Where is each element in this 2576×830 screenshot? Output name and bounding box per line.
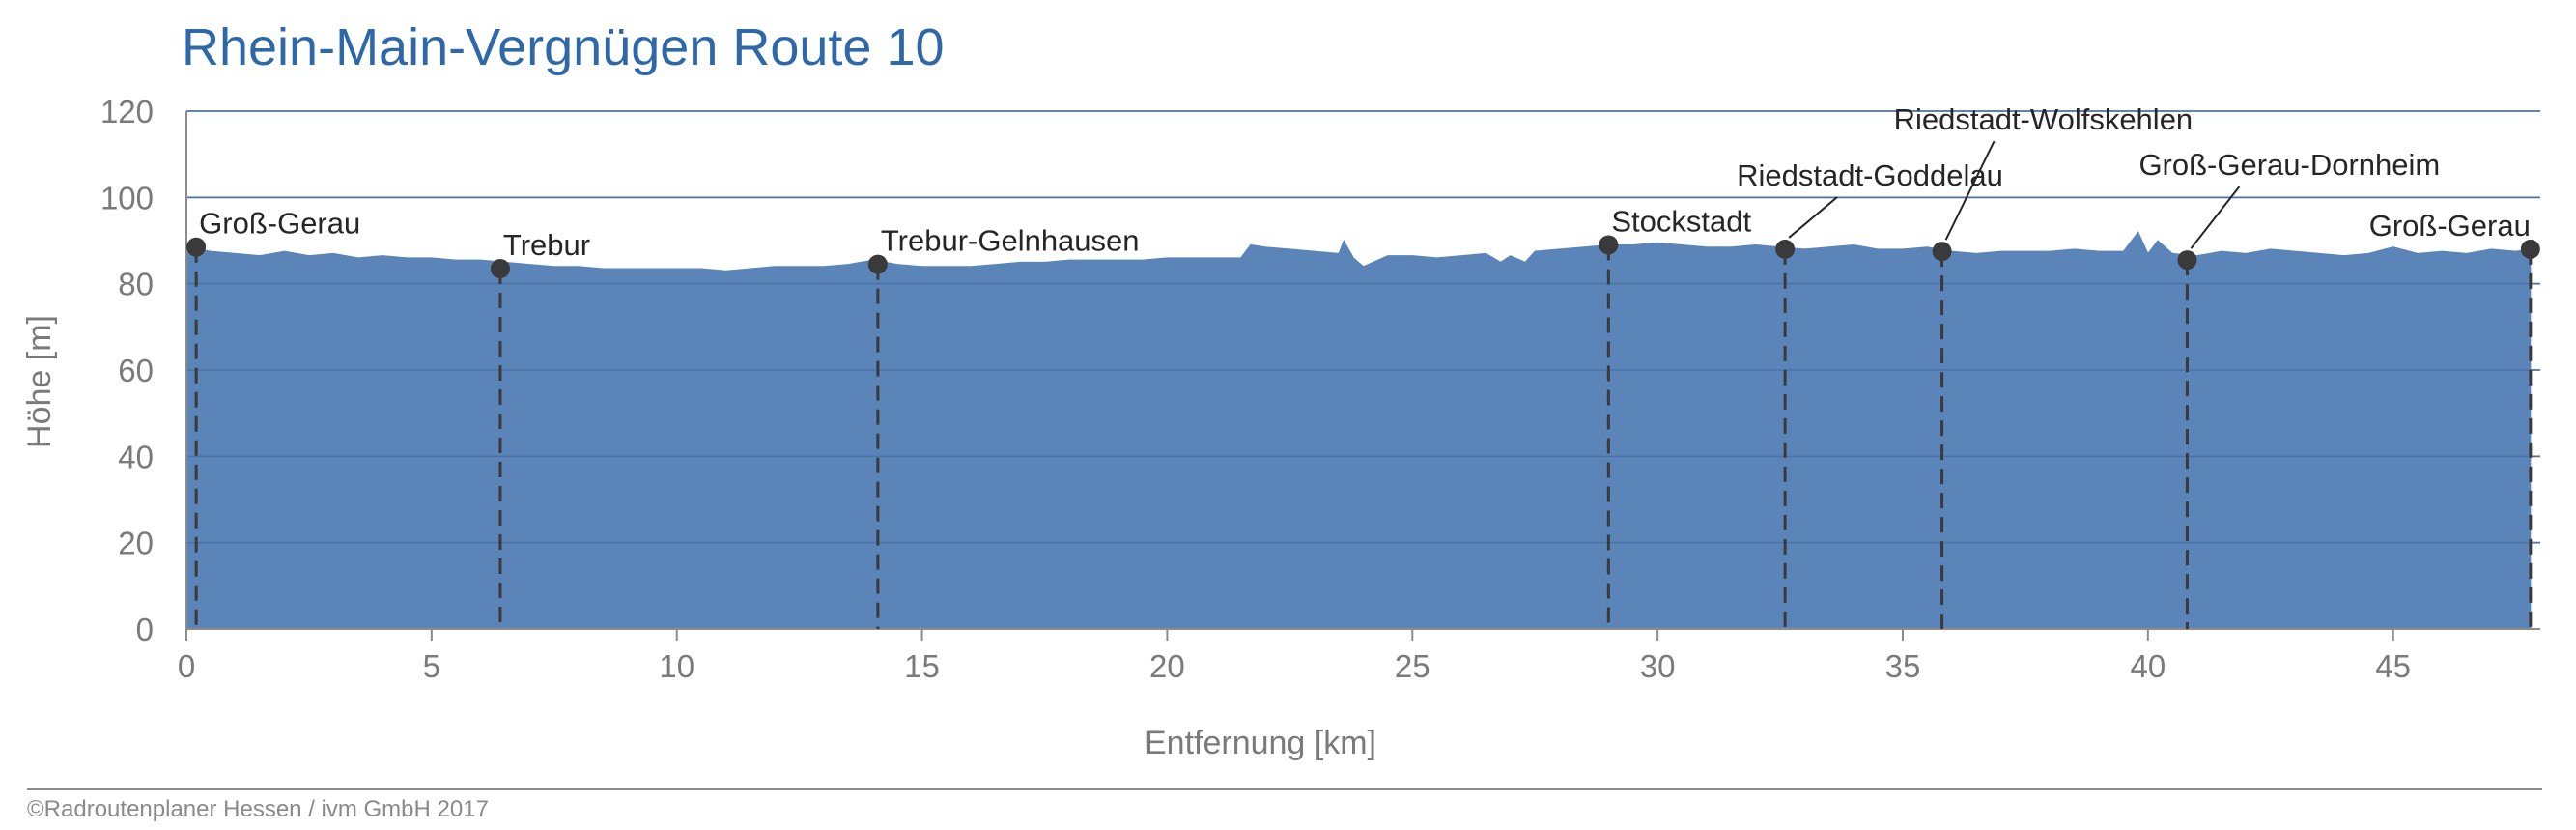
y-tick-label: 60 — [118, 353, 154, 388]
elevation-area — [185, 231, 2532, 630]
waypoint-label: Groß-Gerau-Dornheim — [2138, 148, 2440, 182]
waypoint-leader-line — [2190, 186, 2241, 249]
x-tick-label: 25 — [1395, 648, 1430, 684]
x-tick-label: 0 — [178, 648, 195, 684]
waypoint-marker — [2177, 250, 2197, 271]
waypoint-marker — [186, 237, 207, 257]
waypoint-label: Trebur — [503, 228, 590, 262]
waypoint-label: Riedstadt-Goddelau — [1737, 158, 2003, 192]
footer-divider — [27, 788, 2542, 790]
x-tick-label: 35 — [1885, 648, 1921, 684]
x-tick-label: 5 — [423, 648, 440, 684]
waypoint-markers: Groß-Gerau Trebur Trebur-Gelnhausen Stockst… — [186, 102, 2540, 629]
chart-title: Rhein-Main-Vergnügen Route 10 — [182, 18, 945, 76]
y-tick-label: 40 — [118, 439, 154, 474]
waypoint-label: Stockstadt — [1611, 204, 1751, 238]
y-axis-title: Höhe [m] — [21, 315, 58, 448]
x-axis-title: Entfernung [km] — [1145, 725, 1376, 761]
x-tick-label: 15 — [904, 648, 940, 684]
axes: 0 20 40 60 80 100 120 0 5 10 15 20 25 30 35 40 45 — [100, 94, 2540, 684]
waypoint-marker — [2520, 239, 2540, 259]
copyright-credit: ©Radroutenplaner Hessen / ivm GmbH 2017 — [27, 796, 489, 822]
x-tick-label: 40 — [2130, 648, 2166, 684]
waypoint-label: Riedstadt-Wolfskehlen — [1894, 102, 2194, 136]
y-tick-label: 20 — [118, 526, 154, 561]
y-tick-label: 0 — [136, 612, 154, 647]
x-tick-label: 45 — [2375, 648, 2411, 684]
waypoint-marker — [867, 254, 888, 274]
y-tick-label: 120 — [100, 94, 154, 129]
waypoint-label: Trebur-Gelnhausen — [881, 224, 1140, 258]
x-tick-label: 10 — [659, 648, 694, 684]
x-tick-label: 20 — [1149, 648, 1185, 684]
waypoint-marker — [1932, 242, 1952, 262]
waypoint-marker — [1599, 235, 1619, 255]
y-tick-label: 100 — [100, 180, 154, 215]
waypoint-leader-line — [1944, 140, 1996, 241]
elevation-area-layer — [185, 110, 2540, 630]
waypoint-marker — [1775, 239, 1796, 259]
waypoint-leader-line — [1788, 196, 1838, 239]
x-tick-label: 30 — [1640, 648, 1676, 684]
waypoint-label: Groß-Gerau — [2369, 209, 2531, 243]
waypoint-marker — [490, 259, 510, 279]
y-tick-label: 80 — [118, 267, 154, 302]
waypoint-label: Groß-Gerau — [199, 207, 360, 241]
